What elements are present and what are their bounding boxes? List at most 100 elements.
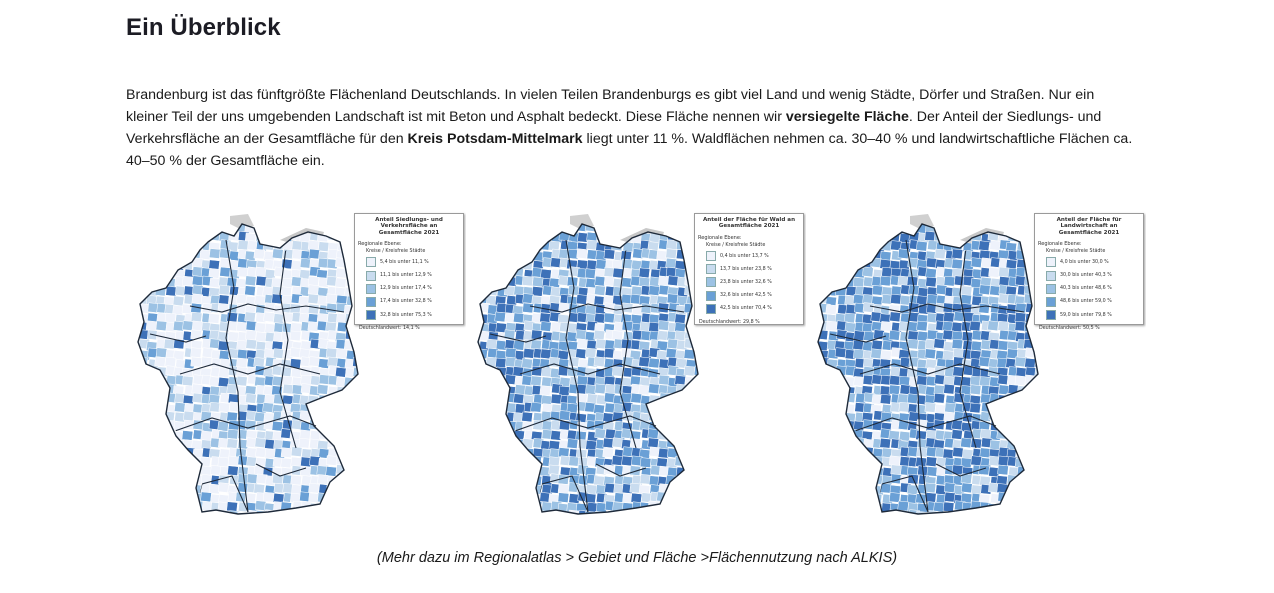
district-cell — [834, 510, 846, 514]
district-cell — [1016, 419, 1028, 431]
intro-bold-versiegelte-flaeche: versiegelte Fläche — [785, 109, 909, 125]
district-cell — [844, 437, 857, 449]
district-cell — [521, 411, 533, 423]
district-cell — [936, 521, 947, 526]
district-cell — [208, 313, 220, 324]
district-cell — [978, 356, 991, 368]
district-cell — [208, 248, 221, 259]
district-cell — [594, 520, 605, 526]
district-cell — [827, 493, 840, 505]
district-cell — [236, 511, 248, 514]
district-cell — [282, 383, 295, 395]
district-cell — [478, 438, 489, 449]
district-cell — [139, 393, 151, 405]
district-cell — [826, 439, 839, 451]
district-cell — [1033, 519, 1044, 526]
legend-class: 42,5 bis unter 70,4 % — [695, 303, 803, 314]
district-cell — [704, 512, 715, 522]
district-cell — [272, 348, 285, 359]
district-cell — [487, 403, 500, 414]
district-cell — [147, 259, 159, 270]
district-cell — [818, 455, 819, 467]
district-cell — [181, 502, 194, 513]
state-border — [859, 363, 1001, 375]
district-grid — [138, 213, 374, 526]
district-cell — [835, 224, 847, 225]
district-cell — [835, 224, 847, 233]
district-cell — [512, 474, 525, 485]
district-cell — [542, 224, 554, 234]
district-cell — [666, 520, 677, 526]
district-cell — [704, 439, 715, 449]
district-cell — [852, 503, 865, 514]
district-cell — [253, 248, 266, 260]
legend-class: 13,7 bis unter 23,8 % — [695, 264, 803, 275]
district-cell — [970, 437, 983, 449]
district-cell — [353, 475, 358, 486]
district-cell — [630, 213, 641, 223]
district-cell — [630, 521, 641, 526]
district-cell — [675, 482, 688, 494]
district-cell — [694, 347, 698, 359]
district-cell — [703, 466, 714, 476]
district-cell — [844, 392, 856, 403]
district-cell — [272, 375, 284, 387]
district-cell — [1014, 402, 1027, 413]
district-cell — [550, 224, 562, 233]
district-cell — [155, 347, 168, 358]
district-cell — [181, 239, 193, 251]
district-cell — [925, 456, 938, 467]
district-cell — [951, 258, 963, 270]
district-cell — [181, 375, 194, 387]
district-cell — [487, 500, 500, 512]
district-cell — [521, 509, 534, 514]
map-legend: Anteil der Fläche für Wald an Gesamtfläc… — [694, 213, 804, 325]
legend-class-label: 4,0 bis unter 30,0 % — [1060, 259, 1109, 265]
legend-class-label: 23,8 bis unter 32,6 % — [720, 279, 772, 285]
district-cell — [1025, 439, 1038, 451]
district-cell — [692, 509, 698, 514]
district-cell — [969, 402, 981, 414]
district-cell — [943, 383, 955, 395]
district-cell — [346, 521, 357, 526]
district-cell — [325, 466, 337, 477]
district-cell — [674, 420, 687, 431]
district-cell — [818, 438, 820, 449]
district-cell — [138, 287, 141, 298]
legend-class: 30,0 bis unter 40,3 % — [1035, 270, 1143, 281]
district-cell — [183, 224, 196, 233]
legend-class-label: 17,4 bis unter 32,8 % — [380, 299, 432, 305]
district-cell — [354, 329, 358, 341]
district-cell — [327, 437, 339, 449]
district-cell — [363, 521, 374, 526]
district-cell — [138, 259, 140, 271]
district-cell — [219, 213, 230, 223]
district-cell — [818, 257, 830, 268]
district-cell — [478, 224, 480, 235]
district-cell — [695, 420, 698, 431]
district-cell — [1007, 520, 1018, 526]
district-cell — [352, 366, 358, 378]
legend-title: Anteil der Fläche für Wald an Gesamtfläc… — [702, 217, 796, 230]
district-cell — [362, 377, 373, 387]
district-cell — [138, 392, 140, 404]
legend-swatch — [1046, 270, 1056, 281]
district-cell — [693, 520, 704, 526]
district-cell — [172, 484, 184, 496]
legend-swatch — [366, 257, 376, 268]
district-cell — [138, 492, 140, 503]
district-cell — [154, 437, 167, 449]
district-cell — [835, 521, 846, 526]
district-cell — [944, 402, 956, 414]
district-cell — [647, 437, 659, 449]
district-cell — [559, 224, 571, 225]
district-cell — [667, 431, 679, 442]
district-cell — [915, 240, 928, 252]
district-cell — [943, 482, 956, 493]
district-cell — [503, 438, 516, 450]
district-cell — [870, 348, 882, 359]
district-cell — [694, 395, 698, 406]
district-cell — [494, 464, 506, 476]
district-cell — [825, 277, 838, 289]
district-cell — [310, 213, 321, 223]
